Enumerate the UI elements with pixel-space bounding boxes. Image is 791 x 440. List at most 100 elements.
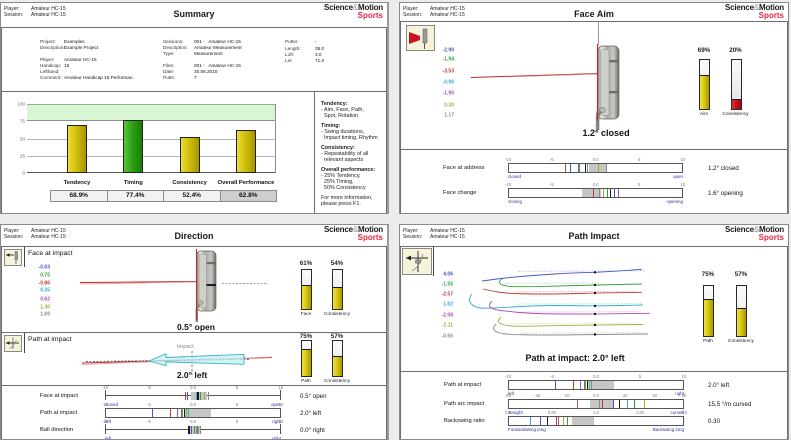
putt-mark — [613, 189, 615, 197]
scale-value: 0.5° open — [300, 393, 327, 400]
putt-mark — [606, 189, 608, 197]
putt-mark — [564, 164, 566, 172]
scale-end-label-left: straight — [508, 410, 523, 415]
scale-label: Path at impact — [40, 410, 78, 416]
putt-mark — [199, 426, 201, 434]
scale-endcap — [280, 424, 281, 434]
session-value: Amateur HC-15 — [31, 12, 66, 18]
scale-end-label-right: open — [672, 174, 683, 179]
summary-value-cell: 68.9% — [51, 191, 108, 201]
scale-tick: -5 — [549, 157, 554, 162]
x-axis-line — [27, 172, 275, 173]
logo-sports: Sports — [357, 10, 383, 20]
scale-end-label-right: curved — [670, 410, 684, 415]
sidebar-line: Overall performance: — [321, 167, 376, 173]
path-trace-putt-3 — [482, 288, 643, 295]
putt-mark — [182, 409, 184, 417]
sidebar-line: Spot, Rotation — [321, 113, 359, 119]
path-impact-arrow-graphic — [81, 351, 273, 375]
scale-tick: 10 — [680, 157, 686, 162]
sidebar-line: - Aim, Face, Path, — [321, 107, 364, 113]
putt-values-list: -2.90 -1.94 -3.53 -0.98 -1.95 0.30 1.17 — [426, 22, 454, 142]
path-impact-report-area: 4.06 -1.55 -2.57 1.62 -2.08 -2.11 -0.56 Path a… — [400, 246, 788, 439]
section-divider — [2, 385, 386, 386]
scale-tick: 5 — [638, 157, 641, 162]
putt-values-list: -0.63 0.75 -0.86 0.35 0.62 1.30 1.69 — [24, 247, 50, 347]
info-row: Putter: - — [285, 39, 317, 44]
logo-sports: Sports — [758, 10, 784, 20]
page-title: Summary — [173, 9, 215, 19]
scale-end-label-left: left — [508, 391, 515, 396]
impact-dot — [593, 283, 597, 287]
section-title-path-at-impact: Path at impact — [28, 336, 72, 343]
scale-tick: 0.50 — [547, 410, 557, 415]
face-aim-result: 1.2° closed — [582, 128, 630, 138]
gauge-fill — [333, 287, 342, 309]
putt-mark — [579, 381, 581, 389]
putt-mark — [181, 409, 183, 417]
face-aim-icon — [406, 25, 435, 51]
category-label: Consistency — [172, 180, 207, 186]
impact-label: Impact — [177, 344, 194, 350]
page-title: Face Aim — [574, 9, 614, 19]
putt-mark — [196, 392, 198, 400]
sidebar-line: Consistency: — [321, 145, 355, 151]
scale-face-change: -10 -5 0.0 5 10 closing opening — [504, 182, 685, 204]
summary-value-cell: 77.4% — [107, 191, 164, 201]
sidebar-line: Timing: — [321, 123, 341, 129]
gridline — [27, 155, 275, 157]
scale-tick: -60 — [504, 393, 512, 398]
player-session-header: Player: Amateur HC-15 Session: Amateur HC-… — [403, 228, 465, 240]
gauge-consistency — [736, 285, 747, 337]
scale-tick: -10 — [101, 402, 109, 407]
gauge-percent: 57% — [330, 332, 344, 340]
mean-mark — [183, 409, 186, 417]
path-trace-putt-1 — [481, 268, 643, 282]
icon-divider-line — [23, 247, 25, 267]
sidebar-line: - Repeatability of all — [321, 151, 369, 157]
putt-mark — [566, 417, 568, 425]
gauge-caption: Consistency — [727, 339, 755, 344]
impact-dot — [593, 304, 597, 308]
path-at-impact-icon — [4, 335, 22, 352]
info-row: Files: 001 - Amateur HC-15 — [163, 63, 241, 68]
player-value: Amateur HC-15 — [31, 6, 66, 12]
scale-box — [508, 416, 684, 426]
scale-label: Backswing ratio — [444, 418, 485, 424]
sidebar-line: 25% Timing, — [321, 179, 354, 185]
mean-mark — [586, 381, 589, 389]
putt-mark — [590, 381, 592, 389]
scale-tick: 0.0 — [505, 410, 511, 415]
logo-sports: Sports — [357, 232, 383, 242]
scale-tick: -10 — [504, 374, 512, 379]
direction-panel: Player: Amateur HC-15 Session: Amateur HC-… — [0, 224, 389, 440]
scale-tick: 1.0 — [593, 410, 599, 415]
player-value: Amateur HC-15 — [430, 6, 465, 12]
scale-tick: -10 — [504, 182, 512, 187]
scale-value: 15.5 °/m curved — [708, 401, 752, 408]
player-label: Player: — [403, 228, 419, 234]
scale-end-label-left: closing — [508, 199, 523, 204]
putt-mark — [530, 417, 531, 425]
scale-tick: 0.0 — [190, 385, 196, 390]
scale-label: Path arc impact — [444, 401, 485, 407]
scale-value: 1.6° opening — [708, 190, 743, 197]
putt-value: -2.11 — [441, 322, 453, 329]
scale-tick: -40 — [534, 393, 541, 398]
impact-dot — [593, 333, 597, 336]
putt-mark — [198, 426, 200, 434]
scale-tick: -10 — [101, 419, 109, 424]
gauge-caption: Face — [300, 311, 312, 317]
scale-tick: 2.0 — [681, 410, 687, 415]
scale-tick: 5 — [638, 374, 642, 379]
gauge-consistency — [332, 339, 343, 377]
scale-tick: -5 — [147, 402, 151, 407]
summary-values-table: 68.9% 77.4% 52.4% 62.8% — [50, 190, 277, 202]
logo-science-motion: Science&Motion — [725, 3, 784, 12]
sidebar-line: Tendency: — [321, 101, 348, 107]
gauge-caption: Path — [703, 339, 713, 344]
icon-divider-line — [23, 333, 25, 353]
putt-mark — [562, 417, 564, 425]
putt-value: -3.53 — [442, 68, 454, 75]
tour-zone-band — [572, 417, 595, 425]
